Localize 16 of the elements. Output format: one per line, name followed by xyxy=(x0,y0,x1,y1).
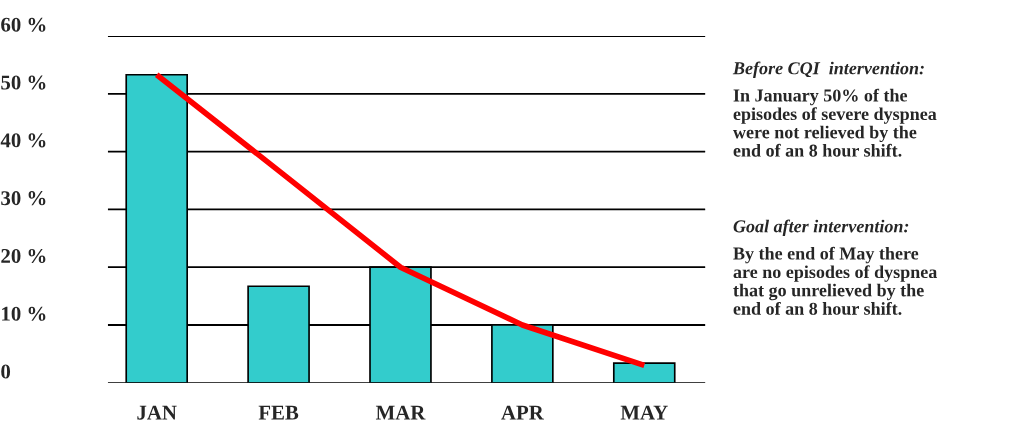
y-tick-label: 10 % xyxy=(2,306,46,321)
y-tick-label: 60 % xyxy=(1,17,46,32)
text: In January 50% of the episodes of severe dyspnea were not relieved by the end of an 8 hour shift. xyxy=(733,88,937,157)
text: By the end of May there are no episodes of dyspnea that go unrelieved by the end of an 8 hour shift. xyxy=(733,246,938,315)
x-tick-label: MAR xyxy=(375,405,426,420)
x-tick-label: MAY xyxy=(620,405,668,420)
y-tick-label: 40 % xyxy=(0,133,46,148)
x-tick-label: FEB xyxy=(258,405,299,420)
y-tick-label: 30 % xyxy=(1,191,46,206)
text: Goal after intervention: xyxy=(733,219,909,237)
y-tick-label: 50 % xyxy=(1,75,46,90)
y-tick-label: 0 xyxy=(1,364,11,379)
x-tick-label: JAN xyxy=(137,405,177,420)
text: Before CQI intervention: xyxy=(732,61,924,79)
y-tick-label: 20 % xyxy=(1,248,46,264)
x-tick-label: APR xyxy=(501,405,544,420)
